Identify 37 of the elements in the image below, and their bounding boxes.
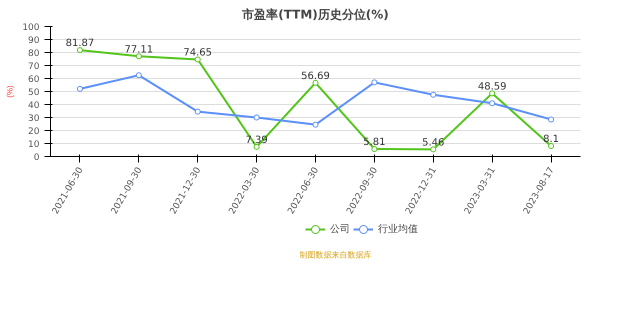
text: 制图数据来自数据库 (300, 250, 372, 260)
data-label: 8.1 (543, 134, 560, 145)
point (312, 80, 318, 86)
y-tick-label: 0 (34, 153, 40, 163)
point (548, 116, 554, 122)
point (136, 53, 142, 60)
data-label: 74.65 (183, 47, 212, 58)
point (254, 114, 260, 120)
y-tick-label: 20 (28, 127, 40, 137)
data-label: 77.11 (124, 44, 154, 56)
y-tick-label: 100 (22, 23, 40, 33)
point (76, 47, 83, 54)
legend-label: 行业均值 (378, 222, 418, 236)
point (489, 90, 496, 96)
point (194, 56, 201, 62)
point (548, 142, 554, 149)
y-tick-label: 50 (28, 88, 40, 98)
y-tick-label: 30 (28, 114, 40, 124)
data-label: 81.87 (66, 38, 94, 50)
point (76, 86, 83, 92)
y-tick-label: 90 (28, 36, 40, 46)
point (312, 122, 318, 128)
y-tick-label: 60 (28, 75, 40, 85)
point (136, 72, 142, 78)
y-tick-label: 40 (28, 101, 40, 111)
data-label: 48.59 (478, 81, 506, 92)
y-tick-label: 80 (28, 49, 40, 59)
point (489, 100, 496, 106)
point (371, 79, 378, 86)
y-tick-label: 70 (28, 62, 40, 72)
data-label: 56.69 (301, 70, 330, 82)
point (430, 92, 436, 98)
y-tick-label: 10 (28, 140, 40, 150)
y-axis-title: (%) (5, 84, 14, 98)
chart-title: 市盈率(TTM)历史分位(%) (241, 8, 389, 22)
legend-label: 公司 (330, 223, 350, 236)
point (194, 108, 201, 115)
